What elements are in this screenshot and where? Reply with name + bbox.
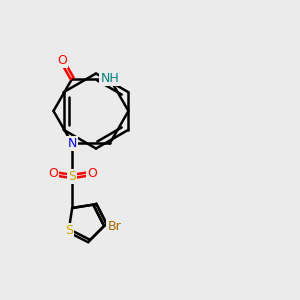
Text: O: O [48,167,58,180]
Text: O: O [87,167,97,180]
Text: S: S [68,170,76,183]
Text: O: O [57,54,67,67]
Text: NH: NH [100,72,119,85]
Text: Br: Br [107,220,121,233]
Text: S: S [64,224,73,237]
Text: N: N [68,137,77,150]
